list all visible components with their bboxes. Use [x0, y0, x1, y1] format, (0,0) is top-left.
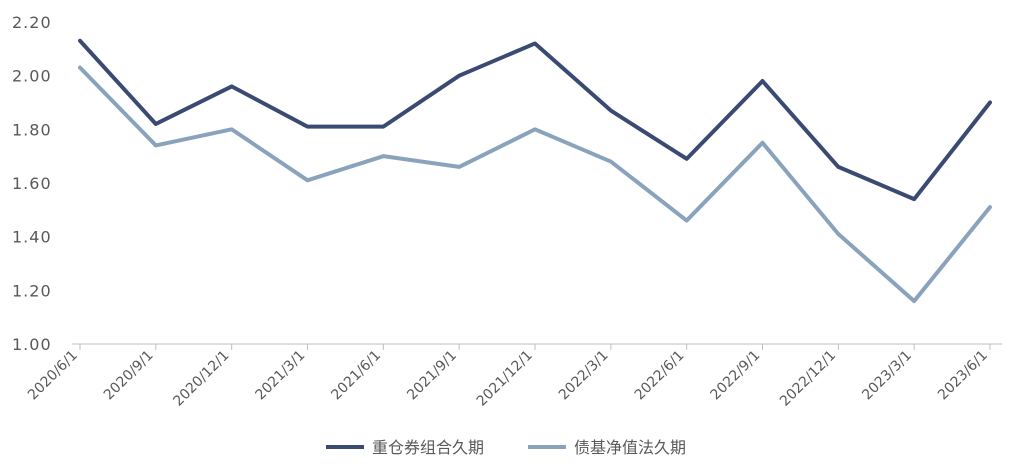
series-layer: [78, 38, 992, 304]
x-tick-label: 2022/12/1: [777, 348, 839, 410]
x-tick-label: 2022/6/1: [632, 348, 688, 404]
legend-label: 债基净值法久期: [574, 438, 686, 457]
x-tick-label: 2021/3/1: [253, 348, 309, 404]
x-tick-label: 2021/9/1: [404, 348, 460, 404]
x-tick-label: 2021/12/1: [474, 348, 536, 410]
x-tick-label: 2020/6/1: [25, 348, 81, 404]
x-tick-label: 2020/9/1: [101, 348, 157, 404]
x-tick-label: 2020/12/1: [170, 348, 232, 410]
series-line-1: [78, 38, 992, 202]
y-tick-label: 2.00: [12, 67, 52, 86]
x-tick-label: 2022/9/1: [708, 348, 764, 404]
legend-label: 重仓券组合久期: [372, 438, 484, 457]
y-tick-label: 1.80: [12, 120, 52, 139]
x-tick-label: 2021/6/1: [328, 348, 384, 404]
x-tick-label: 2023/3/1: [859, 348, 915, 404]
y-tick-label: 2.20: [12, 13, 52, 32]
y-tick-label: 1.60: [12, 174, 52, 193]
x-tick-label: 2022/3/1: [556, 348, 612, 404]
series-line-2: [78, 65, 992, 304]
y-tick-label: 1.00: [12, 335, 52, 354]
y-tick-label: 1.40: [12, 228, 52, 247]
y-axis: 1.00 1.20 1.40 1.60 1.80 2.00 2.20: [12, 13, 52, 354]
x-tick-label: 2023/6/1: [935, 348, 991, 404]
legend: 重仓券组合久期 债基净值法久期: [326, 438, 686, 457]
x-axis: 2020/6/1 2020/9/1 2020/12/1 2021/3/1 2021/6/…: [25, 343, 1002, 410]
y-tick-label: 1.20: [12, 281, 52, 300]
